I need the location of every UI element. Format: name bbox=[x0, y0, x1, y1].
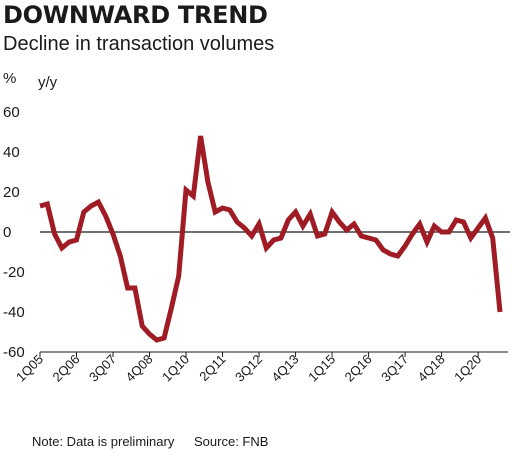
data-point bbox=[207, 182, 208, 183]
data-point bbox=[127, 288, 128, 289]
data-point bbox=[310, 214, 311, 215]
data-point bbox=[134, 288, 135, 289]
footnote: Note: Data is preliminary bbox=[32, 434, 175, 449]
data-point bbox=[463, 222, 464, 223]
data-point bbox=[332, 212, 333, 213]
data-point bbox=[470, 238, 471, 239]
data-point bbox=[288, 220, 289, 221]
x-tick-label: 2Q06 bbox=[50, 352, 83, 385]
data-point bbox=[149, 334, 150, 335]
data-point bbox=[83, 212, 84, 213]
data-point bbox=[178, 276, 179, 277]
data-point bbox=[361, 236, 362, 237]
data-point bbox=[426, 242, 427, 243]
data-point bbox=[251, 236, 252, 237]
data-point bbox=[120, 256, 121, 257]
data-point bbox=[164, 338, 165, 339]
data-point bbox=[295, 212, 296, 213]
data-point bbox=[259, 224, 260, 225]
data-point bbox=[222, 208, 223, 209]
y-unit-sublabel: y/y bbox=[38, 74, 58, 91]
data-point bbox=[412, 234, 413, 235]
x-tick-label: 4Q13 bbox=[269, 352, 302, 385]
data-point bbox=[383, 250, 384, 251]
x-tick-label: 4Q18 bbox=[415, 352, 448, 385]
y-unit-label: % bbox=[3, 70, 17, 87]
data-point bbox=[237, 222, 238, 223]
data-point bbox=[229, 210, 230, 211]
x-tick-label: 2Q16 bbox=[342, 352, 375, 385]
data-point bbox=[302, 226, 303, 227]
data-point bbox=[47, 204, 48, 205]
chart-subtitle: Decline in transaction volumes bbox=[3, 33, 275, 55]
data-point bbox=[171, 308, 172, 309]
data-point bbox=[441, 232, 442, 233]
data-point bbox=[500, 312, 501, 313]
data-point bbox=[215, 212, 216, 213]
data-point bbox=[375, 240, 376, 241]
y-tick-label: 20 bbox=[3, 184, 20, 201]
y-tick-label: -20 bbox=[3, 264, 25, 281]
data-point bbox=[434, 226, 435, 227]
x-tick-label: 4Q08 bbox=[123, 352, 156, 385]
data-point bbox=[339, 222, 340, 223]
data-point bbox=[200, 136, 201, 137]
x-tick-label: 1Q10 bbox=[159, 352, 192, 385]
data-point bbox=[142, 326, 143, 327]
data-point bbox=[324, 234, 325, 235]
y-tick-label: 0 bbox=[3, 224, 11, 241]
data-point bbox=[244, 228, 245, 229]
data-point bbox=[105, 216, 106, 217]
x-tick-label: 1Q15 bbox=[305, 352, 338, 385]
data-point bbox=[266, 248, 267, 249]
data-point bbox=[98, 202, 99, 203]
x-tick-label: 2Q11 bbox=[196, 352, 228, 384]
data-point bbox=[317, 236, 318, 237]
y-tick-label: -40 bbox=[3, 304, 25, 321]
data-point bbox=[280, 238, 281, 239]
x-tick-label: 3Q17 bbox=[378, 352, 411, 385]
data-point bbox=[40, 206, 41, 207]
data-point bbox=[353, 224, 354, 225]
source-note: Source: FNB bbox=[194, 434, 269, 449]
data-point bbox=[61, 248, 62, 249]
data-point bbox=[156, 340, 157, 341]
data-point bbox=[368, 238, 369, 239]
data-point bbox=[76, 240, 77, 241]
series-line bbox=[39, 135, 503, 343]
data-point bbox=[113, 234, 114, 235]
y-tick-label: 40 bbox=[3, 144, 20, 161]
data-point bbox=[186, 190, 187, 191]
y-tick-label: 60 bbox=[3, 104, 20, 121]
data-point bbox=[346, 230, 347, 231]
data-point bbox=[397, 256, 398, 257]
x-tick-label: 1Q20 bbox=[451, 352, 484, 385]
x-tick-label: 3Q12 bbox=[232, 352, 265, 385]
data-point bbox=[193, 196, 194, 197]
data-point bbox=[69, 242, 70, 243]
data-point bbox=[419, 224, 420, 225]
data-point bbox=[405, 246, 406, 247]
y-tick-label: -60 bbox=[3, 344, 25, 361]
data-point bbox=[91, 206, 92, 207]
data-point bbox=[448, 232, 449, 233]
data-point bbox=[485, 218, 486, 219]
data-point bbox=[54, 234, 55, 235]
chart-title: DOWNWARD TREND bbox=[3, 1, 268, 29]
data-point bbox=[390, 254, 391, 255]
data-point bbox=[273, 240, 274, 241]
data-point bbox=[478, 228, 479, 229]
data-point bbox=[456, 220, 457, 221]
data-point bbox=[492, 238, 493, 239]
x-tick-label: 3Q07 bbox=[86, 352, 119, 385]
